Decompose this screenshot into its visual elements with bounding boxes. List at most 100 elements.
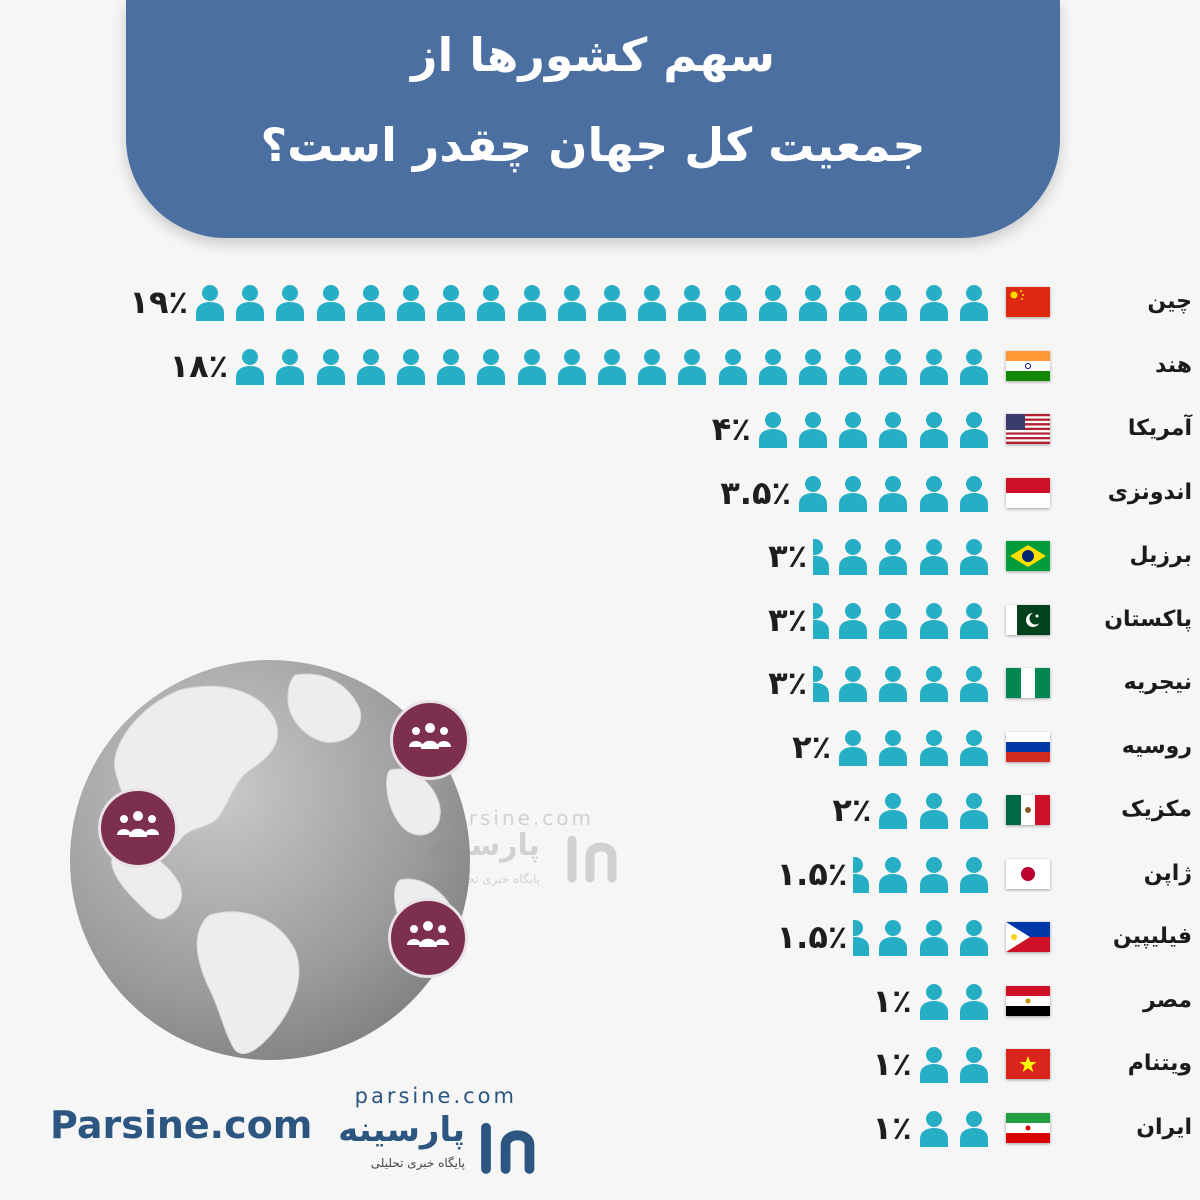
person-icon [676,283,708,321]
globe-icon [70,660,470,1060]
person-icon [395,347,427,385]
person-icon [274,283,306,321]
person-icon [958,855,990,893]
country-label: اندونزی [1107,479,1192,505]
person-icon [596,283,628,321]
vietnam-flag-icon [1006,1049,1050,1079]
percent-label: ۱.۵٪ [776,918,848,956]
person-icon [837,537,869,575]
person-icon [958,982,990,1020]
watermark-latin: parsine.com [437,806,594,830]
person-icon [837,664,869,702]
chart-row: مکزیک ۲٪ [0,780,1200,840]
person-icon [315,283,347,321]
person-icon [877,410,909,448]
person-icon [797,283,829,321]
person-icon [837,347,869,385]
iran-flag-icon [1006,1112,1050,1143]
logo-latin-text: parsine.com [354,1084,517,1108]
person-icon [837,474,869,512]
percent-label: ۳.۵٪ [720,473,791,512]
pakistan-flag-icon [1006,604,1050,635]
person-icon [918,601,950,639]
country-label: روسیه [1121,733,1192,759]
person-icon [717,347,749,385]
person-icon [958,474,990,512]
person-icon [918,410,950,448]
person-icon [435,283,467,321]
person-icon [355,347,387,385]
person-icon [395,283,427,321]
person-icon [837,410,869,448]
partial-person-icon [841,855,871,893]
person-icon [837,601,869,639]
person-icon [435,347,467,385]
chart-row: روسیه ۲٪ [0,717,1200,777]
percent-label: ۱٪ [872,1045,912,1083]
people-badge-left [98,788,178,868]
person-icon [877,918,909,956]
percent-label: ۱۹٪ [129,283,188,321]
egypt-flag-icon [1006,985,1050,1016]
brand-mark-icon [481,1122,535,1174]
person-icon [596,347,628,385]
country-label: مصر [1143,987,1192,1013]
person-icon [958,601,990,639]
person-icon [194,283,226,321]
person-icon [556,283,588,321]
person-icon [918,791,950,829]
person-icon [837,283,869,321]
percent-label: ۱٪ [872,981,912,1020]
china-flag-icon [1006,287,1050,317]
chart-row: فیلیپین ۱.۵٪ [0,907,1200,967]
person-icon [877,474,909,512]
country-label: برزیل [1129,543,1192,568]
person-icon [918,474,950,512]
person-icon [958,791,990,829]
mexico-flag-icon [1006,795,1050,825]
partial-person-icon [801,537,831,575]
person-icon [877,664,909,702]
person-icon [918,664,950,702]
person-icon [556,347,588,385]
person-icon [877,283,909,321]
person-icon [918,918,950,956]
chart-row: برزیل ۳٪ [0,526,1200,586]
chart-row: مصر ۱٪ [0,971,1200,1031]
person-icon [918,283,950,321]
country-label: آمریکا [1127,416,1192,441]
person-icon [877,347,909,385]
usa-flag-icon [1006,414,1050,444]
person-icon [877,791,909,829]
chart-row: اندونزی ۳.۵٪ [0,463,1200,523]
person-icon [958,283,990,321]
person-icon [717,283,749,321]
nigeria-flag-icon [1006,668,1050,698]
chart-row: ژاپن ۱.۵٪ [0,844,1200,904]
country-label: مکزیک [1121,797,1192,822]
logo-persian-text: پارسینه [338,1110,465,1150]
person-icon [757,283,789,321]
russia-flag-icon [1006,731,1050,762]
percent-label: ۴٪ [711,410,751,448]
footer-site-name: Parsine.com [50,1103,313,1147]
person-icon [757,410,789,448]
country-label: ویتنام [1127,1051,1192,1076]
partial-person-icon [841,918,871,956]
person-icon [797,474,829,512]
percent-label: ۱.۵٪ [776,854,848,893]
philippines-flag-icon [1006,922,1050,952]
person-icon [958,347,990,385]
percent-label: ۳٪ [768,600,808,639]
country-label: هند [1155,352,1192,378]
globe-illustration [60,650,480,1070]
country-label: چین [1147,289,1192,314]
chart-title-line-2: جمعیت کل جهان چقدر است؟ [260,118,926,172]
chart-row: ویتنام ۱٪ [0,1034,1200,1094]
person-icon [636,347,668,385]
person-icon [475,283,507,321]
person-icon [234,283,266,321]
person-icon [958,410,990,448]
person-icon [234,347,266,385]
partial-person-icon [801,664,831,702]
